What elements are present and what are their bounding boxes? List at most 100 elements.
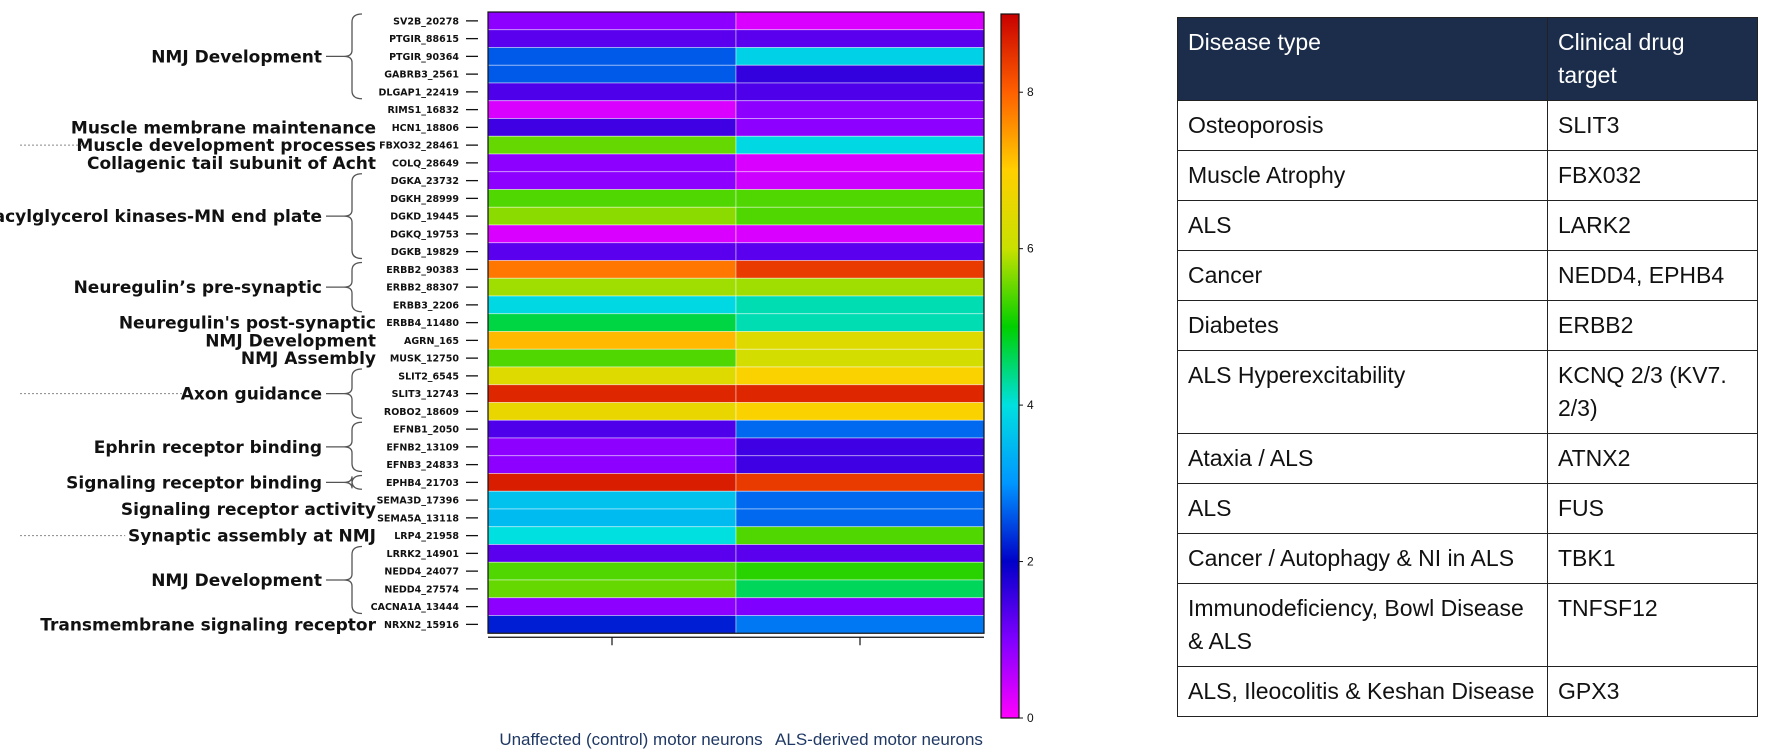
gene-label: SLIT2_6545 [398, 371, 459, 382]
gene-label: EFNB2_13109 [386, 442, 459, 453]
gene-label: HCN1_18806 [392, 123, 460, 134]
group-label: Neuregulin's post-synaptic [119, 314, 376, 334]
gene-label: LRRK2_14901 [387, 549, 459, 560]
gene-label: DGKQ_19753 [390, 229, 459, 240]
heatmap-cell [487, 11, 737, 31]
heatmap-cell [735, 419, 985, 439]
gene-label: NEDD4_24077 [384, 567, 459, 578]
group-label: Signaling receptor binding [66, 473, 322, 493]
gene-label: SEMA3D_17396 [377, 496, 460, 507]
drug-target-cell: LARK2 [1547, 200, 1758, 251]
table-row: Cancer NEDD4, EPHB4 [1177, 250, 1758, 301]
table-row: Diabetes ERBB2 [1177, 300, 1758, 351]
heatmap-cell [735, 384, 985, 403]
heatmap-cell [735, 526, 985, 545]
table-header-row: Disease type Clinical drug target [1177, 17, 1758, 101]
heatmap-cell [735, 402, 985, 421]
disease-cell: Cancer [1177, 250, 1548, 301]
drug-target-cell: SLIT3 [1547, 100, 1758, 151]
heatmap-cell [735, 615, 985, 634]
heatmap-cell [487, 384, 737, 403]
group-annotations: NMJ Development Muscle membrane maintenan… [0, 13, 377, 635]
drug-target-cell: GPX3 [1547, 666, 1758, 717]
gene-label: DGKH_28999 [390, 194, 459, 205]
heatmap-cell [735, 64, 985, 84]
heatmap-cell [735, 260, 985, 279]
gene-label: PTGIR_88615 [389, 34, 459, 45]
heatmap-cell [735, 597, 985, 616]
heatmap-cell [487, 526, 737, 545]
gene-label: EFNB3_24833 [386, 460, 459, 471]
gene-label: EPHB4_21703 [386, 478, 459, 489]
heatmap-cell [487, 206, 737, 226]
gene-label: CACNA1A_13444 [371, 602, 460, 613]
gene-label: NRXN2_15916 [384, 620, 459, 631]
group-bracket [343, 13, 363, 100]
gene-labels: SV2B_20278 PTGIR_88615 PTGIR_90364 GABRB3_2… [371, 16, 478, 631]
heatmap-cell [735, 313, 985, 332]
gene-label: DGKD_19445 [390, 212, 459, 223]
heatmap-cell [735, 579, 985, 599]
gene-label: COLQ_28649 [392, 158, 459, 169]
gene-label: SEMA5A_13118 [377, 513, 459, 524]
disease-cell: Diabetes [1177, 300, 1548, 351]
gene-label: NEDD4_27574 [384, 584, 459, 595]
group-label: Muscle development processes [76, 136, 376, 156]
heatmap-cell [735, 348, 985, 368]
heatmap-cell [735, 437, 985, 457]
disease-cell: ALS, Ileocolitis & Keshan Disease [1177, 666, 1548, 717]
header-clinical-drug-target: Clinical drug target [1547, 17, 1758, 101]
x-axis: Unaffected (control) motor neurons ALS-de… [488, 636, 984, 749]
disease-cell: ALS Hyperexcitability [1177, 350, 1548, 434]
heatmap-cell [487, 242, 737, 261]
heatmap-cell [487, 561, 737, 581]
table-row: Osteoporosis SLIT3 [1177, 100, 1758, 151]
heatmap-cell [487, 419, 737, 439]
heatmap-cell [735, 189, 985, 208]
heatmap-cell [487, 331, 737, 350]
table-row: ALS FUS [1177, 483, 1758, 534]
group-label: Neuregulin’s pre-synaptic [74, 278, 322, 298]
heatmap-cell [735, 561, 985, 581]
heatmap-cell [487, 260, 737, 279]
group-label: Ephrin receptor binding [94, 438, 322, 458]
drug-target-cell: ATNX2 [1547, 433, 1758, 484]
group-label: NMJ Assembly [241, 349, 376, 369]
group-label: NMJ Development [151, 47, 322, 67]
colorbar-tick-label: 4 [1027, 398, 1034, 412]
gene-label: AGRN_165 [404, 336, 459, 347]
table-row: ALS, Ileocolitis & Keshan Disease GPX3 [1177, 666, 1758, 717]
group-label: Axon guidance [181, 385, 322, 405]
gene-label: DGKA_23732 [391, 176, 459, 187]
heatmap-cell [735, 118, 985, 137]
heatmap-cell [735, 11, 985, 31]
heatmap-cell [735, 153, 985, 173]
drug-target-cell: FUS [1547, 483, 1758, 534]
heatmap-cell [735, 224, 985, 244]
gene-label: SV2B_20278 [393, 16, 459, 27]
heatmap-cell [487, 615, 737, 634]
drug-target-cell: TBK1 [1547, 533, 1758, 584]
drug-target-cell: ERBB2 [1547, 300, 1758, 351]
group-bracket [343, 545, 363, 615]
heatmap-cell [487, 189, 737, 208]
heatmap-cell [735, 455, 985, 474]
gene-label: ERBB3_2206 [393, 300, 459, 311]
drug-target-cell: FBX032 [1547, 150, 1758, 201]
heatmap-cell [735, 473, 985, 492]
table-row: Ataxia / ALS ATNX2 [1177, 433, 1758, 484]
gene-label: ERBB4_11480 [386, 318, 459, 329]
table-row: Immunodeficiency, Bowl Disease & ALS TNFS… [1177, 583, 1758, 667]
heatmap-cell [487, 100, 737, 119]
heatmap-cell [487, 348, 737, 368]
heatmap-cell [735, 366, 985, 386]
group-label: NMJ Development [205, 331, 376, 351]
heatmap-cell [735, 29, 985, 48]
group-bracket [343, 474, 363, 490]
gene-label: GABRB3_2561 [384, 70, 459, 81]
drug-target-cell: NEDD4, EPHB4 [1547, 250, 1758, 301]
heatmap-cell [487, 597, 737, 616]
heatmap-cell [487, 508, 737, 528]
gene-label: FBXO32_28461 [379, 141, 459, 152]
gene-label: ROBO2_18609 [384, 407, 459, 418]
